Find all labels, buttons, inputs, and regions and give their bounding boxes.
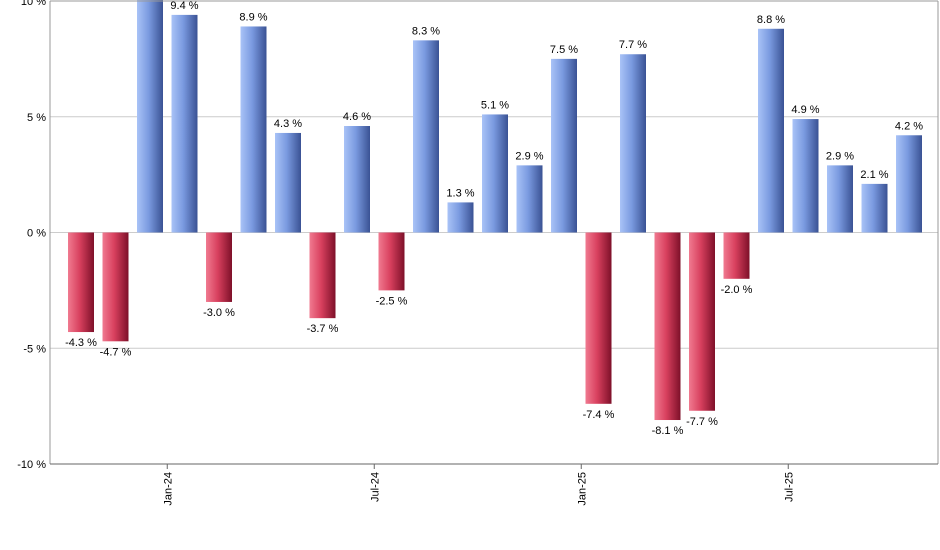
- data-label: 8.3 %: [412, 25, 440, 37]
- bar-positive: [551, 58, 577, 233]
- bar-positive: [620, 54, 646, 233]
- bar-negative: [102, 232, 129, 342]
- bar-negative: [309, 232, 336, 319]
- bar-negative: [689, 232, 715, 411]
- data-labels: -4.3 %-4.7 %10.9 %9.4 %-3.0 %8.9 %4.3 %-…: [65, 0, 923, 437]
- bar-positive: [240, 26, 267, 233]
- data-label: 4.3 %: [274, 118, 302, 130]
- bar-positive: [137, 0, 163, 233]
- y-tick-label: 10 %: [21, 0, 46, 8]
- bar-negative: [723, 232, 750, 279]
- data-label: 7.7 %: [619, 39, 647, 51]
- bar-positive: [516, 165, 543, 233]
- bar-negative: [378, 232, 405, 291]
- bar-negative: [654, 232, 681, 421]
- bar-positive: [482, 114, 508, 233]
- data-label: 4.9 %: [791, 104, 819, 116]
- data-label: -3.0 %: [203, 307, 235, 319]
- x-tick-label: Jan-25: [576, 472, 588, 506]
- bar-positive: [758, 28, 784, 233]
- bar-positive: [896, 135, 922, 233]
- data-label: 2.1 %: [860, 169, 888, 181]
- data-label: -4.3 %: [65, 337, 97, 349]
- bar-negative: [68, 232, 94, 333]
- data-label: 1.3 %: [446, 187, 474, 199]
- data-label: -2.0 %: [721, 284, 753, 296]
- bar-positive: [827, 165, 853, 233]
- x-tick-label: Jul-24: [369, 472, 381, 502]
- x-tick-label: Jul-25: [783, 472, 795, 502]
- bar-negative: [206, 232, 232, 302]
- data-label: -7.4 %: [583, 409, 615, 421]
- data-label: -2.5 %: [376, 295, 408, 307]
- bars: [68, 0, 922, 421]
- x-tick-label: Jan-24: [162, 472, 174, 506]
- data-label: 8.8 %: [757, 14, 785, 26]
- bar-positive: [861, 183, 888, 233]
- data-label: 2.9 %: [515, 150, 543, 162]
- data-label: 4.2 %: [895, 120, 923, 132]
- data-label: 4.6 %: [343, 111, 371, 123]
- bar-positive: [447, 202, 474, 233]
- data-label: -8.1 %: [652, 425, 684, 437]
- y-tick-label: 5 %: [27, 112, 46, 124]
- data-label: -4.7 %: [100, 346, 132, 358]
- axes: 10 % 5 % 0 % -5 % -10 % Jan-24 Jul-24 Jan-25 Jul…: [17, 0, 939, 506]
- y-tick-label: -5 %: [23, 343, 46, 355]
- y-tick-label: 0 %: [27, 228, 46, 240]
- data-label: 9.4 %: [170, 0, 198, 12]
- bar-positive: [792, 119, 819, 233]
- data-label: -7.7 %: [686, 416, 718, 428]
- data-label: -3.7 %: [307, 323, 339, 335]
- y-tick-label: -10 %: [17, 459, 46, 471]
- bar-positive: [344, 126, 370, 233]
- data-label: 8.9 %: [239, 11, 267, 23]
- data-label: 5.1 %: [481, 99, 509, 111]
- bar-positive: [275, 132, 301, 233]
- bar-positive: [413, 40, 439, 233]
- bar-negative: [585, 232, 612, 404]
- data-label: 7.5 %: [550, 44, 578, 56]
- bar-positive: [171, 14, 198, 233]
- data-label: 2.9 %: [826, 150, 854, 162]
